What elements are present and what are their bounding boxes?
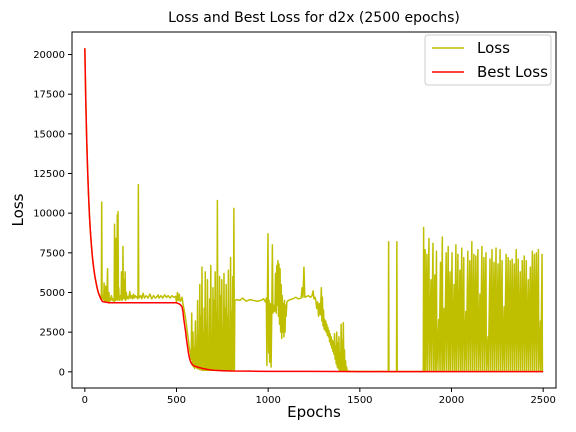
x-tick-label: 500 xyxy=(167,395,186,406)
legend-label-loss: Loss xyxy=(477,39,510,57)
y-tick-label: 7500 xyxy=(40,248,65,259)
y-tick-label: 20000 xyxy=(33,50,65,61)
y-tick-label: 17500 xyxy=(33,90,65,101)
y-tick-label: 12500 xyxy=(33,169,65,180)
legend: Loss Best Loss xyxy=(425,35,551,85)
chart-title: Loss and Best Loss for d2x (2500 epochs) xyxy=(168,10,460,26)
y-tick-label: 2500 xyxy=(40,328,65,339)
x-tick-label: 1500 xyxy=(347,395,372,406)
x-tick-label: 2500 xyxy=(530,395,555,406)
legend-label-best-loss: Best Loss xyxy=(477,63,548,81)
y-tick-label: 15000 xyxy=(33,129,65,140)
y-axis-label: Loss xyxy=(9,193,27,226)
y-tick-label: 5000 xyxy=(40,288,65,299)
x-tick-label: 0 xyxy=(82,395,88,406)
y-tick-label: 0 xyxy=(59,367,65,378)
x-tick-label: 1000 xyxy=(255,395,280,406)
y-tick-label: 10000 xyxy=(33,209,65,220)
x-tick-label: 2000 xyxy=(439,395,464,406)
x-axis-label: Epochs xyxy=(287,403,341,421)
